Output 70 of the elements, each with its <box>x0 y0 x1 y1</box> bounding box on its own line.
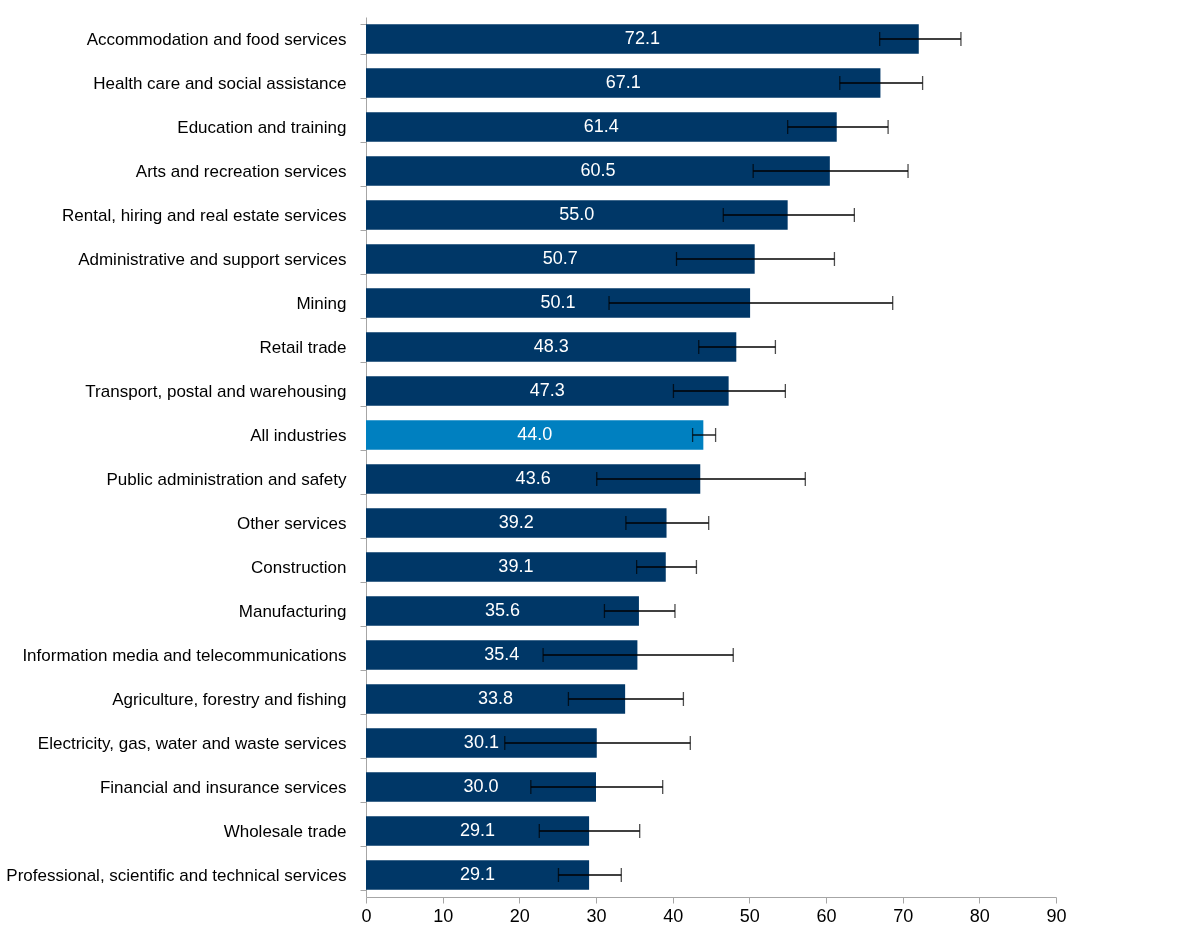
x-tick-label: 0 <box>361 905 372 926</box>
y-tick-label: Agriculture, forestry and fishing <box>112 689 347 709</box>
bar <box>366 508 667 538</box>
data-label: 30.1 <box>463 732 499 752</box>
data-label: 29.1 <box>460 820 496 840</box>
data-label: 35.6 <box>484 600 520 620</box>
y-tick-label: Administrative and support services <box>78 249 347 269</box>
bar <box>366 464 701 494</box>
y-tick-label: Professional, scientific and technical services <box>6 865 347 885</box>
data-label: 39.1 <box>498 556 534 576</box>
data-label: 43.6 <box>515 468 551 488</box>
bar <box>366 816 590 846</box>
y-tick-label: Construction <box>251 557 347 577</box>
bar <box>366 684 626 714</box>
data-label: 33.8 <box>478 688 514 708</box>
y-tick-label: Retail trade <box>259 337 347 357</box>
data-label: 48.3 <box>533 336 569 356</box>
y-tick-label: Financial and insurance services <box>99 777 347 797</box>
y-tick-label: Electricity, gas, water and waste services <box>37 733 347 753</box>
bar <box>366 200 788 230</box>
x-tick-label: 20 <box>509 905 530 926</box>
x-tick-label: 50 <box>739 905 760 926</box>
bar <box>366 860 590 890</box>
y-tick-label: Information media and telecommunications <box>22 645 347 665</box>
data-label: 30.0 <box>463 776 499 796</box>
x-tick-label: 80 <box>969 905 990 926</box>
data-label: 35.4 <box>484 644 520 664</box>
y-tick-label: All industries <box>250 425 347 445</box>
bar <box>366 772 596 802</box>
x-tick-label: 10 <box>433 905 454 926</box>
data-label: 60.5 <box>580 160 616 180</box>
bar <box>366 156 830 186</box>
y-tick-label: Manufacturing <box>238 601 347 621</box>
y-tick-label: Arts and recreation services <box>135 161 347 181</box>
y-tick-label: Mining <box>296 293 347 313</box>
y-tick-label: Transport, postal and warehousing <box>85 381 347 401</box>
bar <box>366 376 729 406</box>
bar <box>366 640 638 670</box>
x-tick-label: 30 <box>586 905 607 926</box>
bar <box>366 420 704 450</box>
bar <box>366 332 737 362</box>
y-tick-label: Education and training <box>177 117 347 137</box>
data-label: 55.0 <box>559 204 595 224</box>
x-tick-label: 70 <box>893 905 914 926</box>
data-label: 50.1 <box>540 292 576 312</box>
bar <box>366 68 881 98</box>
bar <box>366 728 597 758</box>
data-label: 39.2 <box>498 512 534 532</box>
bar <box>366 552 666 582</box>
y-tick-label: Rental, hiring and real estate services <box>62 205 347 225</box>
bar <box>366 244 755 274</box>
data-label: 47.3 <box>529 380 565 400</box>
bar <box>366 24 919 54</box>
data-label: 50.7 <box>542 248 578 268</box>
x-tick-label: 90 <box>1046 905 1067 926</box>
bar <box>366 112 837 142</box>
data-label: 44.0 <box>517 424 553 444</box>
data-label: 29.1 <box>460 864 496 884</box>
data-label: 67.1 <box>605 72 641 92</box>
bar <box>366 288 751 318</box>
x-tick-label: 40 <box>663 905 684 926</box>
data-label: 72.1 <box>624 28 660 48</box>
y-tick-label: Health care and social assistance <box>93 73 347 93</box>
x-tick-label: 60 <box>816 905 837 926</box>
y-tick-label: Accommodation and food services <box>86 29 347 49</box>
y-tick-label: Wholesale trade <box>223 821 347 841</box>
y-tick-label: Public administration and safety <box>106 469 347 489</box>
bar <box>366 596 639 626</box>
data-label: 61.4 <box>583 116 619 136</box>
y-tick-label: Other services <box>236 513 347 533</box>
